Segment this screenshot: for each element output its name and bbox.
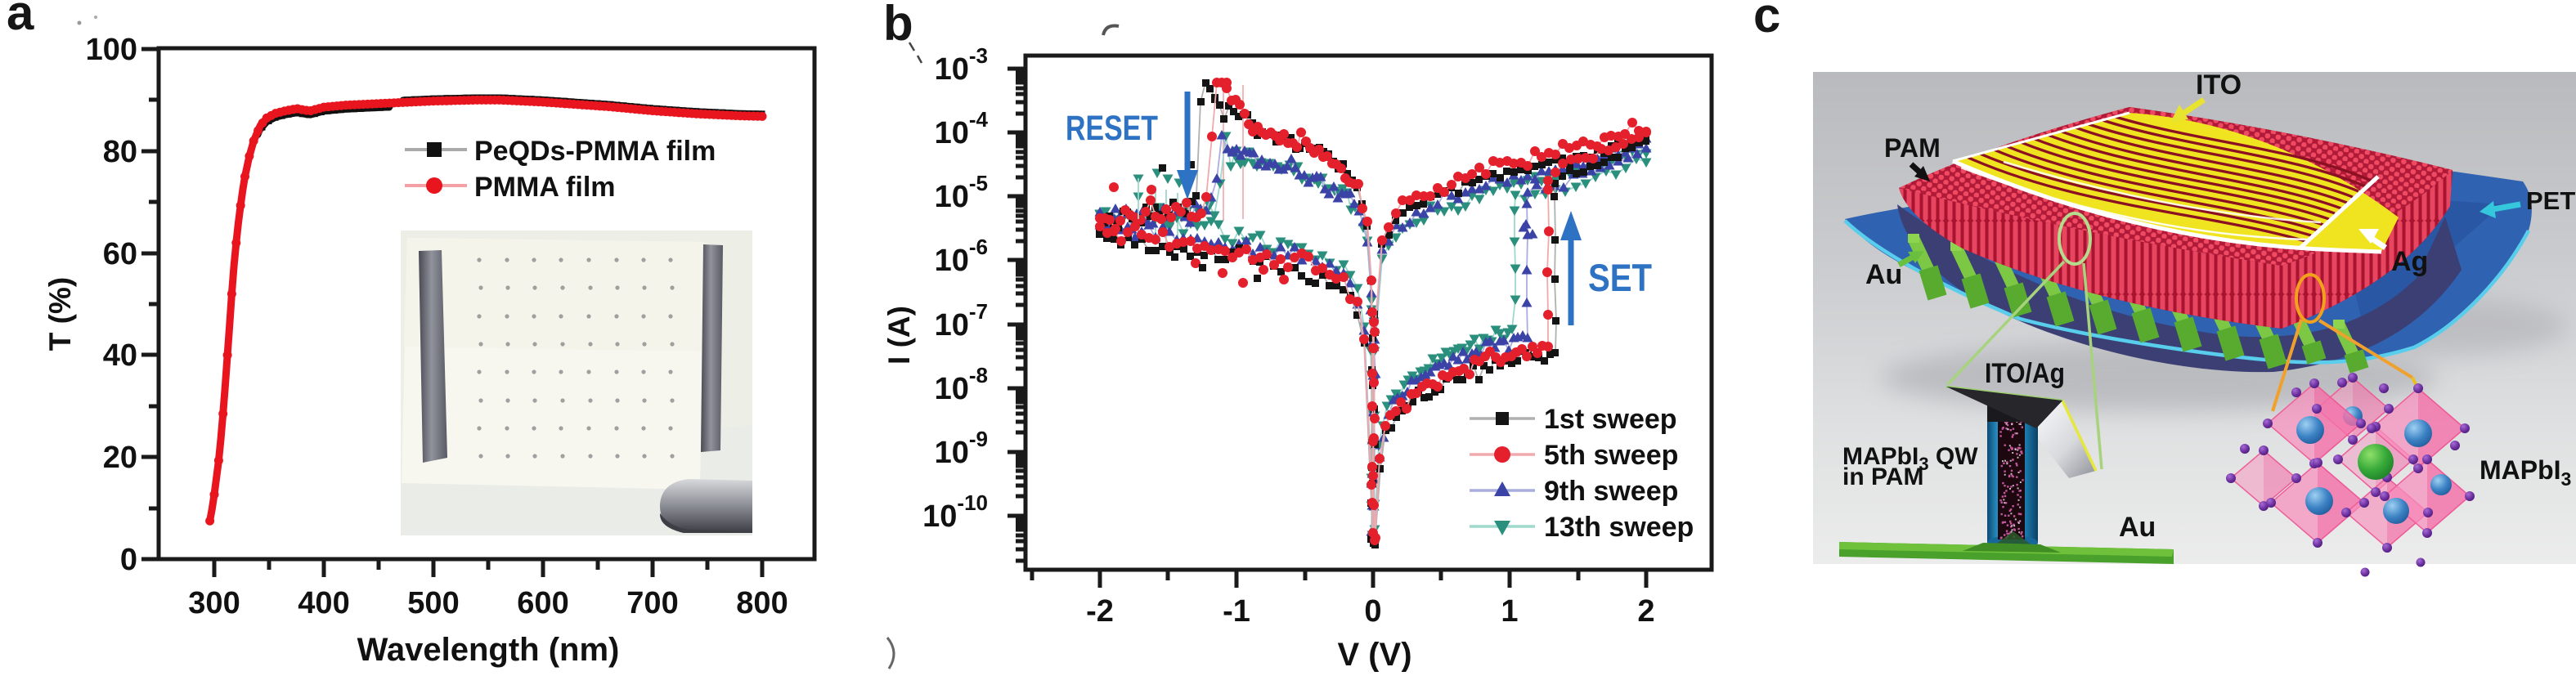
svg-text:PAM: PAM bbox=[1884, 133, 1941, 163]
svg-text:600: 600 bbox=[517, 586, 568, 620]
svg-text:0: 0 bbox=[1364, 594, 1381, 629]
svg-text:Au: Au bbox=[1865, 259, 1902, 290]
svg-text:PET: PET bbox=[2526, 186, 2575, 215]
svg-text:5th sweep: 5th sweep bbox=[1544, 440, 1678, 471]
svg-text:800: 800 bbox=[736, 586, 788, 620]
svg-text:-1: -1 bbox=[1223, 594, 1250, 629]
svg-text:MAPbI3: MAPbI3 bbox=[2480, 455, 2571, 490]
svg-text:300: 300 bbox=[188, 586, 240, 620]
svg-text:20: 20 bbox=[103, 441, 137, 475]
svg-text:1: 1 bbox=[1501, 594, 1518, 629]
svg-text:b: b bbox=[883, 0, 913, 51]
svg-text:60: 60 bbox=[103, 237, 137, 271]
svg-text:ITO/Ag: ITO/Ag bbox=[1985, 358, 2065, 389]
svg-text:0: 0 bbox=[120, 543, 137, 577]
svg-text:Wavelength (nm): Wavelength (nm) bbox=[357, 632, 620, 668]
svg-text:9th sweep: 9th sweep bbox=[1544, 476, 1678, 507]
svg-text:Ag: Ag bbox=[2391, 246, 2428, 277]
svg-text:500: 500 bbox=[407, 586, 459, 620]
svg-text:PMMA film: PMMA film bbox=[474, 172, 616, 203]
svg-text:SET: SET bbox=[1588, 256, 1652, 299]
svg-text:I (A): I (A) bbox=[882, 306, 916, 365]
svg-text:V (V): V (V) bbox=[1337, 637, 1411, 672]
svg-text:c: c bbox=[1753, 0, 1780, 43]
svg-text:-2: -2 bbox=[1086, 594, 1114, 629]
svg-text:RESET: RESET bbox=[1066, 109, 1158, 148]
svg-text:T (%): T (%) bbox=[43, 277, 77, 351]
svg-text:ITO: ITO bbox=[2196, 69, 2242, 101]
svg-text:a: a bbox=[7, 0, 34, 40]
svg-text:100: 100 bbox=[86, 33, 137, 67]
svg-text:Au: Au bbox=[2119, 512, 2156, 543]
svg-text:700: 700 bbox=[626, 586, 678, 620]
svg-text:10-10: 10-10 bbox=[922, 490, 988, 534]
svg-text:PeQDs-PMMA film: PeQDs-PMMA film bbox=[474, 136, 716, 167]
svg-text:13th sweep: 13th sweep bbox=[1544, 512, 1694, 543]
svg-text:in PAM: in PAM bbox=[1842, 463, 1923, 490]
svg-text:1st sweep: 1st sweep bbox=[1544, 404, 1677, 435]
svg-text:MAPbI3 QW: MAPbI3 QW bbox=[1842, 443, 1978, 474]
svg-text:2: 2 bbox=[1637, 594, 1654, 629]
svg-text:40: 40 bbox=[103, 338, 137, 373]
svg-text:80: 80 bbox=[103, 135, 137, 169]
svg-text:400: 400 bbox=[298, 586, 349, 620]
